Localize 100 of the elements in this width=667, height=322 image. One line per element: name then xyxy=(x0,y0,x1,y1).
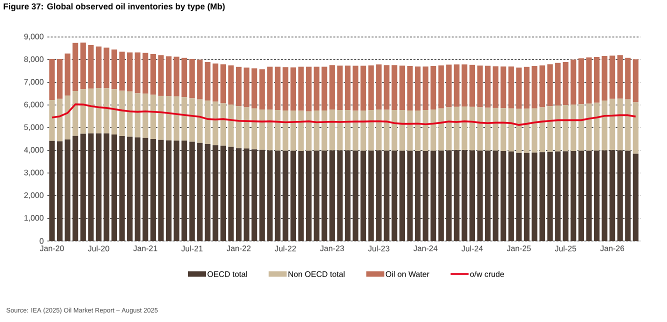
bar xyxy=(181,97,188,141)
bar xyxy=(532,66,538,108)
bar xyxy=(485,150,491,241)
bar xyxy=(322,110,328,151)
bar xyxy=(197,142,203,241)
bar xyxy=(430,66,436,110)
bar xyxy=(134,137,140,241)
bar xyxy=(64,95,70,140)
bar xyxy=(181,140,188,241)
bar xyxy=(80,134,86,241)
bar xyxy=(454,106,460,150)
bar xyxy=(329,65,335,110)
bar xyxy=(516,152,522,241)
bar xyxy=(344,110,351,150)
bar xyxy=(422,151,428,241)
bar xyxy=(376,64,382,110)
bar xyxy=(119,52,125,91)
bar xyxy=(142,94,148,138)
bar xyxy=(204,100,210,144)
bar xyxy=(617,150,623,241)
bar xyxy=(96,88,102,134)
bar xyxy=(508,66,514,108)
bar xyxy=(586,150,592,241)
bar xyxy=(111,134,118,241)
bar xyxy=(438,150,444,241)
bar xyxy=(56,58,63,99)
bar xyxy=(290,110,296,151)
bar xyxy=(407,66,413,110)
bar xyxy=(282,110,288,151)
bar xyxy=(244,68,250,108)
bar xyxy=(104,133,110,241)
bar xyxy=(220,64,226,104)
bar xyxy=(274,110,280,151)
bar xyxy=(492,108,498,151)
bar xyxy=(438,65,444,108)
bar xyxy=(298,66,304,111)
bar xyxy=(407,150,413,241)
bar xyxy=(189,58,195,98)
bar xyxy=(212,64,218,102)
bar xyxy=(150,139,156,241)
bar xyxy=(111,49,118,90)
bar xyxy=(492,66,498,108)
bar xyxy=(166,140,172,241)
bar xyxy=(127,52,133,92)
bar xyxy=(64,54,70,96)
bar xyxy=(150,94,156,139)
bar xyxy=(72,136,78,241)
bar xyxy=(220,146,226,241)
bar xyxy=(337,110,343,150)
bar xyxy=(376,110,382,150)
bar xyxy=(64,139,70,241)
bar xyxy=(142,138,148,241)
bar xyxy=(384,65,390,110)
bar xyxy=(314,66,320,110)
bar xyxy=(282,67,288,110)
bar xyxy=(602,56,608,100)
bar xyxy=(344,150,351,241)
bar xyxy=(532,108,538,153)
bar xyxy=(430,110,436,151)
bar xyxy=(252,149,258,241)
bar xyxy=(508,151,514,241)
bar xyxy=(422,66,428,110)
bar xyxy=(306,111,312,151)
bar xyxy=(88,88,94,134)
bar xyxy=(547,152,553,241)
bar xyxy=(158,55,164,96)
bar xyxy=(462,150,468,241)
bar xyxy=(282,150,288,241)
bar xyxy=(414,151,421,241)
bar xyxy=(127,91,133,137)
bar xyxy=(625,150,631,241)
bar xyxy=(594,150,600,241)
bar xyxy=(314,110,320,151)
bar xyxy=(610,98,616,150)
bar xyxy=(72,90,78,136)
bar xyxy=(174,96,180,141)
bar xyxy=(562,105,568,152)
bar xyxy=(602,100,608,150)
bar xyxy=(392,150,398,241)
bar xyxy=(446,150,452,241)
bar xyxy=(384,150,390,241)
bar xyxy=(570,151,576,241)
bar xyxy=(368,110,374,151)
bar xyxy=(632,102,638,154)
bar xyxy=(438,108,444,151)
bar xyxy=(422,110,428,152)
bar xyxy=(274,66,280,110)
bar xyxy=(360,110,366,151)
bar xyxy=(617,98,623,150)
bar xyxy=(462,106,468,150)
bar xyxy=(352,66,358,111)
bar xyxy=(539,152,546,241)
bar xyxy=(197,60,203,100)
bar xyxy=(204,144,210,241)
bar xyxy=(329,110,335,150)
bar xyxy=(96,46,102,88)
bar xyxy=(212,102,218,146)
bar xyxy=(329,150,335,241)
bar xyxy=(555,105,561,152)
bar xyxy=(392,65,398,110)
